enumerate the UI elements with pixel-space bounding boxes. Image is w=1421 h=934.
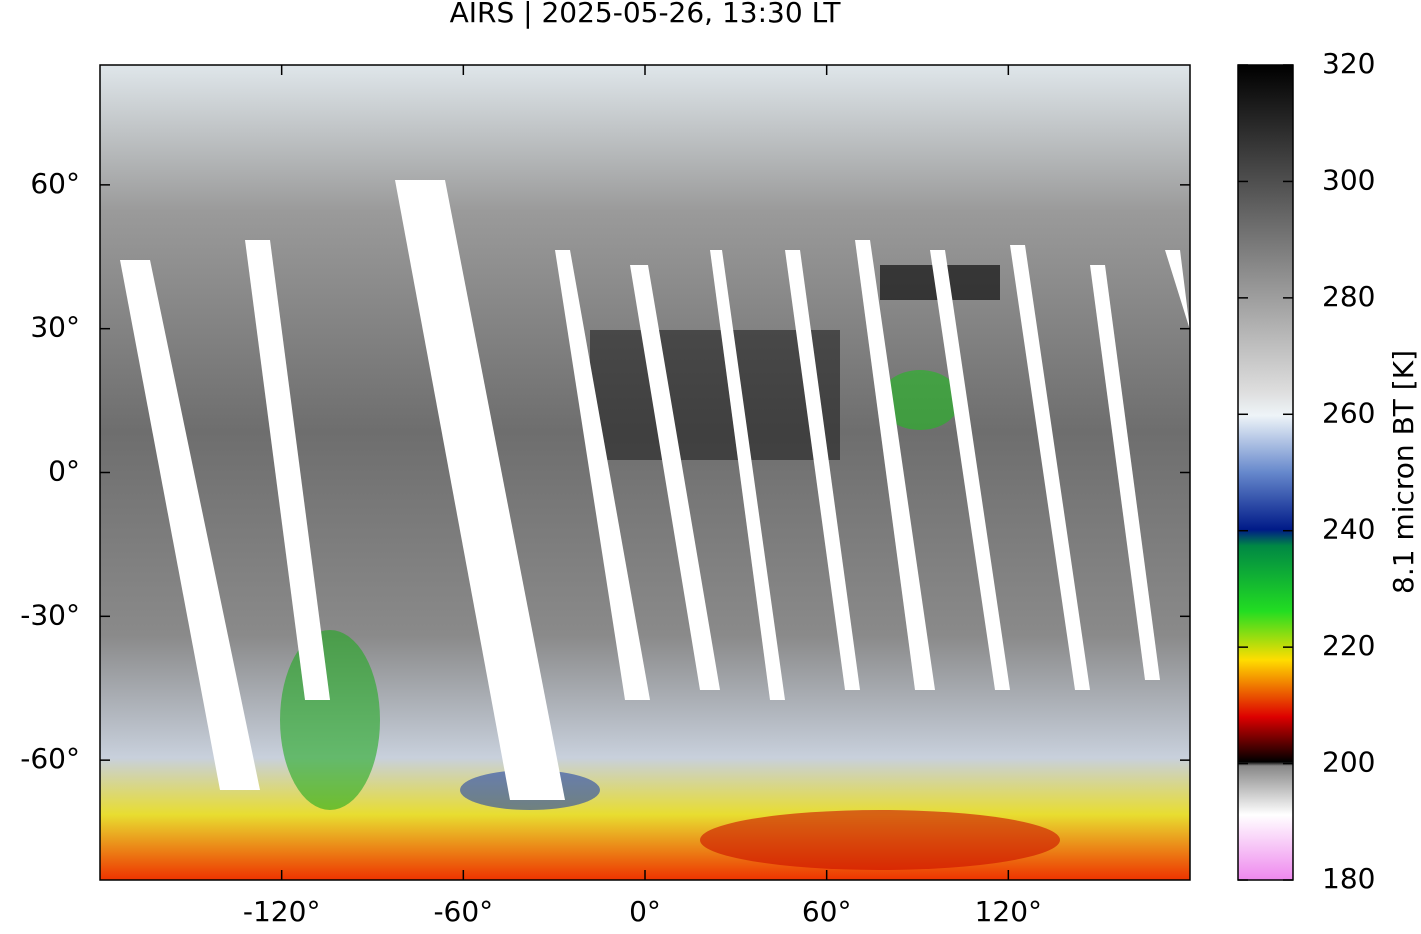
y-tick-label: 60° [30, 167, 80, 200]
title: AIRS | 2025-05-26, 13:30 LT [450, 0, 842, 29]
colorbar-tick-label: 320 [1322, 47, 1375, 80]
colorbar-tick-label: 260 [1322, 396, 1375, 429]
x-tick-label: 0° [629, 895, 661, 928]
colorbar-tick-label: 200 [1322, 746, 1375, 779]
axes: -120° -60° 0° 60° 120° -60° -30° 0° 30° 60° 180 200… [20, 47, 1375, 928]
colorbar-tick-label: 240 [1322, 513, 1375, 546]
colorbar-tick-label: 300 [1322, 163, 1375, 196]
y-tick-label: -30° [20, 598, 80, 631]
y-tick-label: 30° [30, 311, 80, 344]
map-image [100, 65, 1190, 880]
x-tick-label: -120° [243, 895, 321, 928]
y-tick-label: -60° [20, 742, 80, 775]
x-tick-label: 120° [975, 895, 1042, 928]
colorbar-tick-label: 220 [1322, 629, 1375, 662]
colorbar-tick-label: 280 [1322, 280, 1375, 313]
y-tick-label: 0° [48, 455, 80, 488]
colorbar-label: 8.1 micron BT [K] [1387, 350, 1420, 594]
colorbar [1237, 64, 1294, 881]
x-tick-label: 60° [802, 895, 852, 928]
colorbar-tick-label: 180 [1322, 862, 1375, 895]
x-tick-label: -60° [433, 895, 493, 928]
